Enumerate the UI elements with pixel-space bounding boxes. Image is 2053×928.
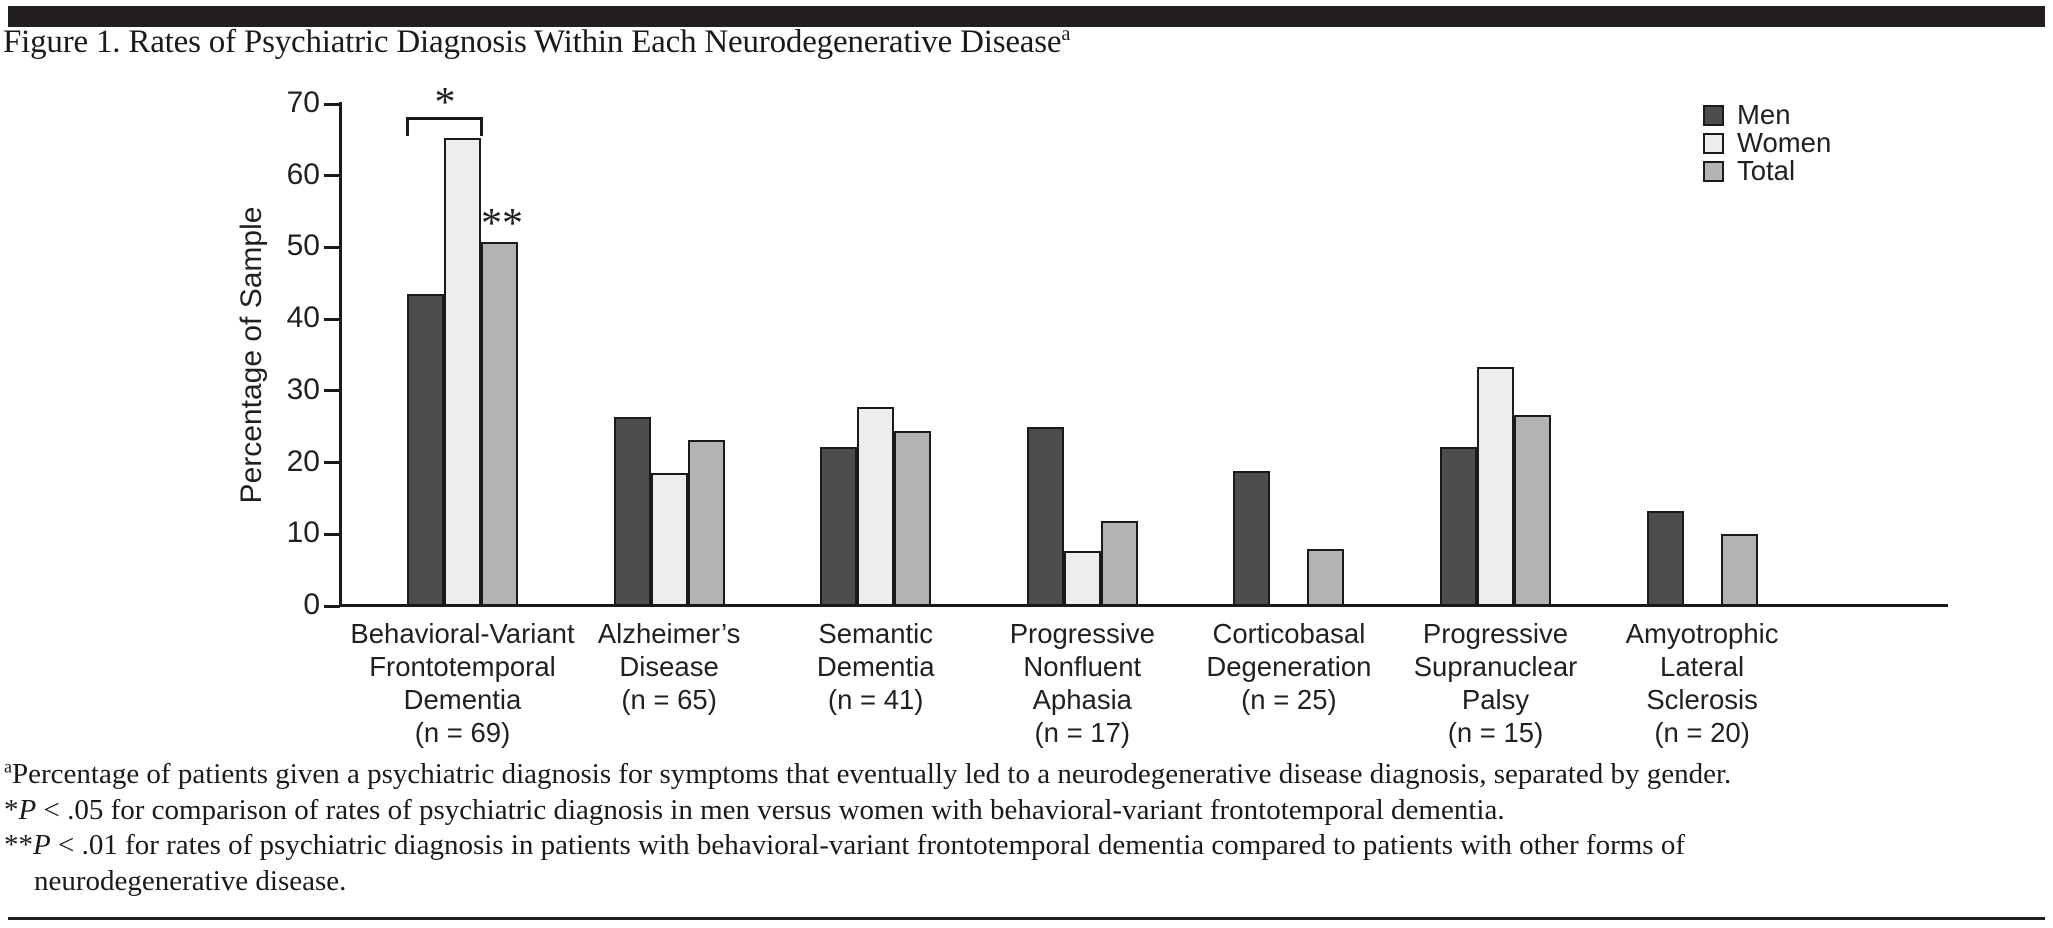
bar-women-5 xyxy=(1477,367,1514,606)
category-label-5: Progressive Supranuclear Palsy (n = 15) xyxy=(1413,618,1578,748)
y-tick-30 xyxy=(324,389,340,393)
bar-total-6 xyxy=(1720,534,1758,606)
legend-label-total: Total xyxy=(1737,155,1796,186)
category-label-4: Corticobasal Degeneration (n = 25) xyxy=(1206,618,1372,715)
legend-row-men: Men xyxy=(1703,99,1831,130)
y-tick-label-30: 30 xyxy=(286,372,320,406)
figure-title-superscript: a xyxy=(1061,23,1071,45)
bar-women-2 xyxy=(857,406,895,606)
y-tick-label-50: 50 xyxy=(286,229,320,263)
bar-total-0 xyxy=(481,242,518,606)
footnote-segment: * xyxy=(4,793,19,826)
y-tick-20 xyxy=(324,461,340,465)
y-tick-40 xyxy=(324,317,340,321)
y-tick-50 xyxy=(324,245,340,249)
top-divider-rule xyxy=(8,6,2045,27)
footnote-segment: ** xyxy=(4,829,33,861)
legend-swatch-total xyxy=(1703,160,1724,182)
y-tick-label-10: 10 xyxy=(286,516,320,550)
category-label-1: Alzheimer’s Disease (n = 65) xyxy=(597,618,741,715)
category-label-6: Amyotrophic Lateral Sclerosis (n = 20) xyxy=(1625,618,1779,748)
y-tick-10 xyxy=(324,532,340,536)
significance-double-asterisk: ** xyxy=(481,201,523,247)
bar-chart: Percentage of Sample Men Women Total * ** … xyxy=(235,80,1948,748)
y-tick-label-40: 40 xyxy=(286,301,320,335)
y-tick-label-70: 70 xyxy=(286,86,320,119)
legend-label-women: Women xyxy=(1737,127,1832,158)
figure-title-text: Figure 1. Rates of Psychiatric Diagnosis… xyxy=(3,24,1062,60)
bar-total-4 xyxy=(1307,548,1345,606)
bar-total-2 xyxy=(894,431,932,606)
y-tick-70 xyxy=(324,102,340,106)
y-tick-0 xyxy=(324,604,340,608)
y-axis-line xyxy=(339,102,342,607)
bar-men-1 xyxy=(613,416,651,606)
legend-swatch-women xyxy=(1703,132,1724,154)
bar-men-4 xyxy=(1233,471,1271,606)
y-tick-label-60: 60 xyxy=(286,157,320,191)
bar-women-1 xyxy=(650,473,688,606)
bar-total-1 xyxy=(687,439,725,606)
footnote-segment: P xyxy=(33,829,51,861)
figure-footnotes: aPercentage of patients given a psychiat… xyxy=(4,757,1731,899)
bar-women-0 xyxy=(444,138,481,606)
bar-men-5 xyxy=(1440,446,1477,606)
significance-asterisk: * xyxy=(434,80,456,126)
bar-men-0 xyxy=(407,294,444,606)
significance-bracket xyxy=(406,117,483,136)
category-label-3: Progressive Nonfluent Aphasia (n = 17) xyxy=(1009,618,1155,748)
footnote-segment: P xyxy=(18,793,37,826)
footnote-line-1: aPercentage of patients given a psychiat… xyxy=(4,757,1731,793)
bar-men-3 xyxy=(1026,426,1064,606)
legend-row-total: Total xyxy=(1703,155,1831,186)
bar-total-3 xyxy=(1100,521,1138,606)
bar-total-5 xyxy=(1514,414,1551,606)
footnote-segment: a xyxy=(4,756,12,777)
footnote-line-3: **P < .01 for rates of psychiatric diagn… xyxy=(4,828,1731,864)
category-label-2: Semantic Dementia (n = 41) xyxy=(816,618,935,715)
bottom-divider-rule xyxy=(8,917,2045,920)
y-tick-60 xyxy=(324,174,340,178)
chart-legend: Men Women Total xyxy=(1703,99,1832,186)
footnote-segment: Percentage of patients given a psychiatr… xyxy=(11,758,1732,790)
bar-men-2 xyxy=(820,446,858,606)
legend-swatch-men xyxy=(1703,104,1724,126)
y-tick-label-20: 20 xyxy=(286,444,320,478)
x-axis-line xyxy=(339,604,1948,607)
figure-title: Figure 1. Rates of Psychiatric Diagnosis… xyxy=(3,24,1070,61)
y-tick-label-0: 0 xyxy=(303,588,320,621)
category-label-0: Behavioral-Variant Frontotemporal Dement… xyxy=(350,618,575,748)
footnote-segment: neurodegenerative disease. xyxy=(34,864,347,897)
footnote-line-4: neurodegenerative disease. xyxy=(4,864,1731,900)
footnote-line-2: *P < .05 for comparison of rates of psyc… xyxy=(4,793,1731,829)
legend-row-women: Women xyxy=(1703,127,1832,158)
bar-men-6 xyxy=(1646,510,1684,606)
y-axis-label: Percentage of Sample xyxy=(235,206,268,504)
footnote-segment: < .01 for rates of psychiatric diagnosis… xyxy=(50,829,1685,861)
footnote-segment: < .05 for comparison of rates of psychia… xyxy=(36,793,1505,826)
legend-label-men: Men xyxy=(1737,99,1791,130)
bar-women-3 xyxy=(1063,550,1101,606)
